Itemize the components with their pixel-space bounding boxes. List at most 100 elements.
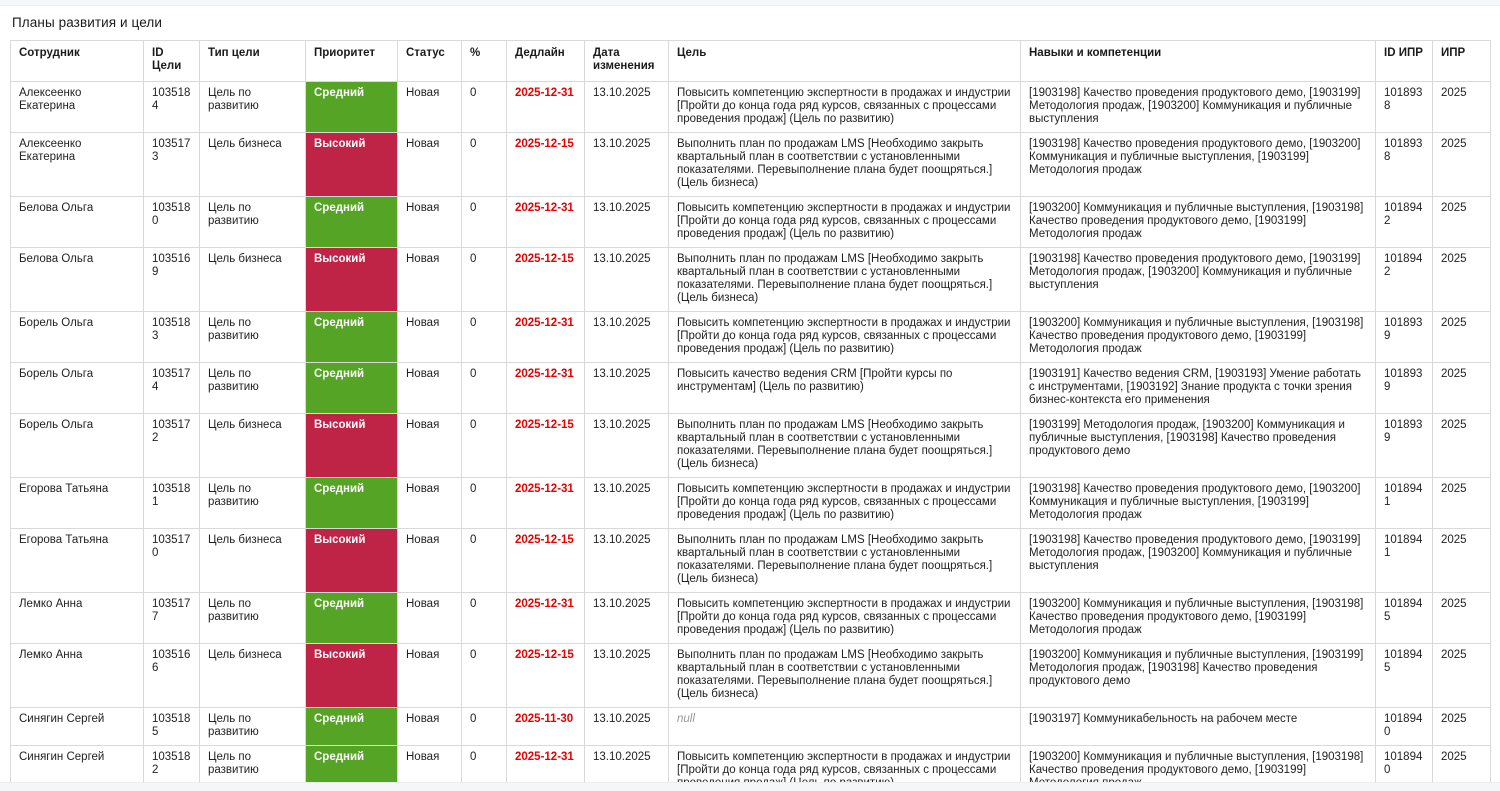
status-cell: Новая: [397, 196, 462, 248]
goal_id-cell: 1035170: [143, 528, 200, 593]
percent-cell: 0: [461, 528, 507, 593]
ipr-cell: 2025: [1432, 528, 1491, 593]
goal-cell: Повысить качество ведения CRM [Пройти ку…: [668, 362, 1021, 414]
table-row[interactable]: Лемко Анна 1035166 Цель бизнеса Высокий Нова…: [10, 643, 1491, 708]
deadline-cell: 2025-12-31: [506, 477, 585, 529]
goal_type-cell: Цель по развитию: [199, 311, 306, 363]
change_date-cell: 13.10.2025: [584, 132, 669, 197]
employee-cell: Белова Ольга: [10, 247, 144, 312]
goal_id-cell: 1035173: [143, 132, 200, 197]
employee-cell: Алексеенко Екатерина: [10, 132, 144, 197]
table-row[interactable]: Егорова Татьяна 1035170 Цель бизнеса Высоки…: [10, 528, 1491, 593]
change_date-cell: 13.10.2025: [584, 707, 669, 746]
column-header-goal: Цель: [668, 40, 1021, 82]
ipr_id-cell: 1018941: [1375, 477, 1433, 529]
change_date-cell: 13.10.2025: [584, 592, 669, 644]
ipr-cell: 2025: [1432, 707, 1491, 746]
employee-cell: Егорова Татьяна: [10, 477, 144, 529]
column-header-change_date: Дата изменения: [584, 40, 669, 82]
deadline-cell: 2025-12-31: [506, 196, 585, 248]
ipr_id-cell: 1018942: [1375, 196, 1433, 248]
percent-cell: 0: [461, 477, 507, 529]
ipr_id-cell: 1018942: [1375, 247, 1433, 312]
priority-cell: Средний: [305, 196, 398, 248]
table-header-row: Сотрудник ID Цели Тип цели Приоритет Статус%…: [10, 40, 1491, 82]
employee-cell: Борель Ольга: [10, 413, 144, 478]
goal_type-cell: Цель бизнеса: [199, 247, 306, 312]
priority-cell: Высокий: [305, 132, 398, 197]
skills-cell: [1903197] Коммуникабельность на рабочем …: [1020, 707, 1376, 746]
goal_id-cell: 1035184: [143, 81, 200, 133]
goal_type-cell: Цель по развитию: [199, 81, 306, 133]
status-cell: Новая: [397, 362, 462, 414]
goal_type-cell: Цель по развитию: [199, 592, 306, 644]
percent-cell: 0: [461, 592, 507, 644]
table-row[interactable]: Белова Ольга 1035180 Цель по развитию Средн…: [10, 196, 1491, 248]
priority-cell: Высокий: [305, 643, 398, 708]
ipr_id-cell: 1018945: [1375, 643, 1433, 708]
table-body: Алексеенко Екатерина 1035184 Цель по разви…: [10, 81, 1491, 791]
skills-cell: [1903199] Методология продаж, [1903200] …: [1020, 413, 1376, 478]
skills-cell: [1903198] Качество проведения продуктово…: [1020, 477, 1376, 529]
employee-cell: Лемко Анна: [10, 592, 144, 644]
column-header-ipr_id: ID ИПР: [1375, 40, 1433, 82]
percent-cell: 0: [461, 81, 507, 133]
table-row[interactable]: Борель Ольга 1035183 Цель по развитию Средн…: [10, 311, 1491, 363]
ipr-cell: 2025: [1432, 311, 1491, 363]
priority-cell: Высокий: [305, 413, 398, 478]
table-row[interactable]: Борель Ольга 1035172 Цель бизнеса Высокий Но…: [10, 413, 1491, 478]
goal_id-cell: 1035181: [143, 477, 200, 529]
goal_type-cell: Цель по развитию: [199, 362, 306, 414]
skills-cell: [1903200] Коммуникация и публичные высту…: [1020, 311, 1376, 363]
deadline-cell: 2025-12-15: [506, 247, 585, 312]
change_date-cell: 13.10.2025: [584, 643, 669, 708]
table-row[interactable]: Алексеенко Екатерина 1035173 Цель бизнеса В…: [10, 132, 1491, 197]
ipr-cell: 2025: [1432, 362, 1491, 414]
employee-cell: Борель Ольга: [10, 311, 144, 363]
deadline-cell: 2025-12-15: [506, 643, 585, 708]
table-row[interactable]: Борель Ольга 1035174 Цель по развитию Средн…: [10, 362, 1491, 414]
percent-cell: 0: [461, 247, 507, 312]
status-cell: Новая: [397, 132, 462, 197]
goal_id-cell: 1035185: [143, 707, 200, 746]
top-strip: [0, 0, 1500, 6]
status-cell: Новая: [397, 81, 462, 133]
status-cell: Новая: [397, 247, 462, 312]
column-header-goal_type: Тип цели: [199, 40, 306, 82]
skills-cell: [1903198] Качество проведения продуктово…: [1020, 132, 1376, 197]
change_date-cell: 13.10.2025: [584, 413, 669, 478]
column-header-priority: Приоритет: [305, 40, 398, 82]
percent-cell: 0: [461, 196, 507, 248]
ipr-cell: 2025: [1432, 643, 1491, 708]
priority-cell: Средний: [305, 362, 398, 414]
employee-cell: Егорова Татьяна: [10, 528, 144, 593]
goal_type-cell: Цель бизнеса: [199, 643, 306, 708]
skills-cell: [1903198] Качество проведения продуктово…: [1020, 81, 1376, 133]
column-header-deadline: Дедлайн: [506, 40, 585, 82]
goal_type-cell: Цель бизнеса: [199, 413, 306, 478]
deadline-cell: 2025-12-15: [506, 413, 585, 478]
column-header-skills: Навыки и компетенции: [1020, 40, 1376, 82]
goal-cell: Выполнить план по продажам LMS [Необходи…: [668, 413, 1021, 478]
goal-cell: Выполнить план по продажам LMS [Необходи…: [668, 247, 1021, 312]
column-header-ipr: ИПР: [1432, 40, 1491, 82]
status-cell: Новая: [397, 592, 462, 644]
ipr-cell: 2025: [1432, 592, 1491, 644]
table-row[interactable]: Лемко Анна 1035177 Цель по развитию Средний…: [10, 592, 1491, 644]
employee-cell: Синягин Сергей: [10, 707, 144, 746]
table-row[interactable]: Егорова Татьяна 1035181 Цель по развитию Ср…: [10, 477, 1491, 529]
status-cell: Новая: [397, 311, 462, 363]
ipr_id-cell: 1018945: [1375, 592, 1433, 644]
table-row[interactable]: Алексеенко Екатерина 1035184 Цель по разви…: [10, 81, 1491, 133]
percent-cell: 0: [461, 413, 507, 478]
status-cell: Новая: [397, 477, 462, 529]
deadline-cell: 2025-11-30: [506, 707, 585, 746]
table-row[interactable]: Синягин Сергей 1035185 Цель по развитию Сре…: [10, 707, 1491, 746]
goal_type-cell: Цель по развитию: [199, 196, 306, 248]
column-header-status: Статус: [397, 40, 462, 82]
table-row[interactable]: Белова Ольга 1035169 Цель бизнеса Высокий Но…: [10, 247, 1491, 312]
goal_id-cell: 1035174: [143, 362, 200, 414]
change_date-cell: 13.10.2025: [584, 81, 669, 133]
employee-cell: Борель Ольга: [10, 362, 144, 414]
